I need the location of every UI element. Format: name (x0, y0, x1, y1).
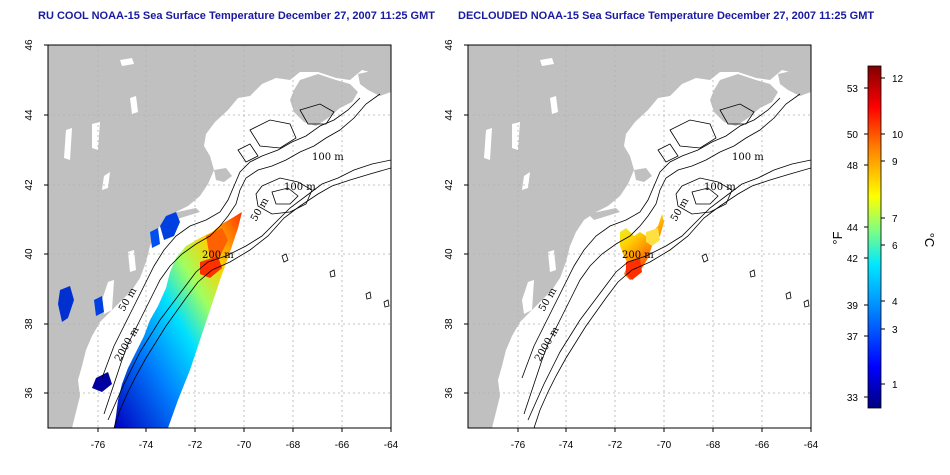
colorbar-fahrenheit-label: °F (830, 231, 845, 244)
left-lon-tick: -66 (335, 440, 350, 451)
contour-label-100m-b: 100 m (284, 182, 316, 193)
contour-label-200m: 200 m (202, 250, 234, 261)
left-lat-tick: 36 (24, 387, 35, 399)
colorbar-c-tick: 9 (892, 157, 898, 168)
contour-label-100m-a: 100 m (732, 152, 764, 163)
right-lon-tick: -70 (657, 440, 672, 451)
sst-swath-left (58, 212, 242, 428)
left-lon-tick: -68 (286, 440, 301, 451)
left-lat-tick: 40 (24, 248, 35, 260)
left-lon-tick: -74 (139, 440, 154, 451)
right-lon-tick: -68 (706, 440, 721, 451)
left-lon-tick: -64 (384, 440, 399, 451)
right-lat-tick: 46 (444, 39, 455, 51)
right-lon-tick: -64 (804, 440, 819, 451)
colorbar-c-tick: 1 (892, 380, 898, 391)
colorbar: 53 50 48 44 42 39 37 33 12 10 9 7 6 4 3 … (830, 65, 937, 409)
right-lat-tick: 44 (444, 109, 455, 121)
right-map-axes: -76 -74 -72 -70 -68 -66 -64 46 44 42 40 … (444, 39, 819, 451)
right-map-frame (467, 44, 812, 429)
right-map-title: DECLOUDED NOAA-15 Sea Surface Temperatur… (458, 10, 875, 22)
colorbar-f-tick: 39 (847, 301, 859, 312)
left-map-frame (47, 44, 392, 429)
left-map: 100 m 100 m 50 m 200 m 50 m 2000 m (47, 44, 392, 429)
colorbar-f-tick: 50 (847, 130, 859, 141)
right-lon-tick: -76 (511, 440, 526, 451)
left-lat-tick: 38 (24, 318, 35, 330)
colorbar-f-tick: 44 (847, 223, 859, 234)
colorbar-c-tick: 7 (892, 214, 898, 225)
colorbar-f-tick: 42 (847, 254, 859, 265)
contour-label-100m-a: 100 m (312, 152, 344, 163)
left-lat-tick: 42 (24, 179, 35, 191)
colorbar-celsius-label: °C (922, 233, 937, 248)
right-lat-tick: 42 (444, 179, 455, 191)
colorbar-f-tick: 53 (847, 84, 859, 95)
left-lat-tick: 44 (24, 109, 35, 121)
colorbar-gradient (867, 65, 882, 409)
colorbar-c-tick: 3 (892, 325, 898, 336)
left-lon-tick: -70 (237, 440, 252, 451)
left-lon-tick: -76 (91, 440, 106, 451)
right-lat-tick: 40 (444, 248, 455, 260)
right-lat-tick: 36 (444, 387, 455, 399)
left-map-axes: -76 -74 -72 -70 -68 -66 -64 46 44 42 40 … (24, 39, 399, 451)
colorbar-f-tick: 37 (847, 332, 859, 343)
right-map: 100 m 100 m 50 m 200 m 50 m 2000 m (467, 44, 812, 429)
contour-label-100m-b: 100 m (704, 182, 736, 193)
left-lon-tick: -72 (188, 440, 203, 451)
colorbar-f-tick: 48 (847, 161, 859, 172)
colorbar-c-tick: 4 (892, 297, 898, 308)
right-lat-tick: 38 (444, 318, 455, 330)
colorbar-c-tick: 12 (892, 74, 904, 85)
colorbar-c-tick: 10 (892, 130, 904, 141)
contour-label-200m: 200 m (622, 250, 654, 261)
left-lat-tick: 46 (24, 39, 35, 51)
left-map-title: RU COOL NOAA-15 Sea Surface Temperature … (38, 10, 435, 22)
colorbar-c-tick: 6 (892, 241, 898, 252)
right-lon-tick: -66 (755, 440, 770, 451)
right-lon-tick: -72 (608, 440, 623, 451)
colorbar-f-tick: 33 (847, 393, 859, 404)
sst-patch-right (620, 214, 664, 280)
right-lon-tick: -74 (559, 440, 574, 451)
